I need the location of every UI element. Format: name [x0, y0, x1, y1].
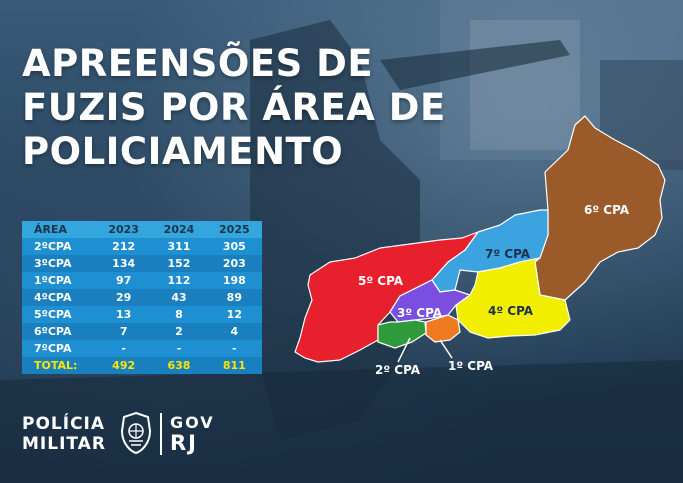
value-2025: 12 — [226, 308, 242, 321]
region-1-cpa — [425, 314, 461, 343]
table-row: 6ºCPA 7 2 4 — [22, 323, 262, 340]
column-header-2023: 2023 — [108, 223, 139, 236]
total-2024: 638 — [167, 359, 191, 372]
value-2024: 112 — [167, 274, 191, 287]
column-header-2025: 2025 — [219, 223, 250, 236]
label-3-cpa: 3º CPA — [397, 306, 443, 320]
table-header-row: ÁREA 2023 2024 2025 — [22, 221, 262, 238]
value-2024: - — [176, 342, 182, 355]
logo-text-policia: POLÍCIA — [22, 414, 106, 434]
table-row: 1ºCPA 97 112 198 — [22, 272, 262, 289]
row-area: 6ºCPA — [34, 325, 72, 338]
row-area: 4ºCPA — [34, 291, 72, 304]
title-line-1: APREENSÕES DE — [22, 42, 374, 85]
total-2023: 492 — [112, 359, 136, 372]
title-line-2: FUZIS POR ÁREA DE — [22, 86, 446, 129]
label-7-cpa: 7º CPA — [485, 247, 531, 261]
value-2025: 203 — [222, 257, 246, 270]
value-2023: 97 — [116, 274, 132, 287]
region-2-cpa — [377, 319, 427, 349]
value-2024: 2 — [175, 325, 183, 338]
value-2023: 134 — [112, 257, 136, 270]
row-area: 3ºCPA — [34, 257, 72, 270]
logo-text-gov: GOV — [170, 413, 215, 432]
value-2025: 198 — [222, 274, 246, 287]
logo-text-rj: RJ — [170, 431, 198, 455]
row-area: 7ºCPA — [34, 342, 72, 355]
seizures-table: ÁREA 2023 2024 2025 2ºCPA 212 311 305 3º… — [22, 221, 262, 374]
value-2025: 305 — [222, 240, 246, 253]
column-header-2024: 2024 — [163, 223, 195, 236]
label-5-cpa: 5º CPA — [358, 274, 404, 288]
row-area: 2ºCPA — [34, 240, 72, 253]
page-title: APREENSÕES DE FUZIS POR ÁREA DE POLICIAM… — [22, 42, 446, 174]
label-1-cpa: 1º CPA — [448, 359, 494, 373]
row-area: 1ºCPA — [34, 274, 72, 287]
label-2-cpa: 2º CPA — [375, 363, 421, 377]
value-2024: 43 — [171, 291, 187, 304]
leader-line-2-cpa — [397, 337, 411, 363]
cpa-region-map: 6º CPA 7º CPA 5º CPA 4º CPA 3º CPA 2º CP… — [294, 115, 666, 377]
logo-divider — [160, 413, 162, 455]
title-line-3: POLICIAMENTO — [22, 130, 344, 173]
label-4-cpa: 4º CPA — [488, 304, 534, 318]
total-label: TOTAL: — [34, 359, 78, 372]
table-row: 5ºCPA 13 8 12 — [22, 306, 262, 323]
value-2025: - — [232, 342, 237, 355]
label-6-cpa: 6º CPA — [584, 203, 630, 217]
crest-icon — [120, 411, 152, 455]
value-2023: 7 — [119, 325, 128, 338]
leader-line-1-cpa — [439, 339, 453, 359]
table-row: 4ºCPA 29 43 89 — [22, 289, 262, 306]
value-2024: 311 — [167, 240, 191, 253]
value-2023: - — [121, 342, 126, 355]
table-total-row: TOTAL: 492 638 811 — [22, 357, 262, 374]
column-header-area: ÁREA — [34, 223, 68, 236]
value-2023: 29 — [116, 291, 132, 304]
value-2025: 4 — [230, 325, 239, 338]
row-area: 5ºCPA — [34, 308, 72, 321]
table-row: 7ºCPA - - - — [22, 340, 262, 357]
gov-rj-logo: GOV RJ — [170, 413, 215, 455]
value-2023: 13 — [116, 308, 132, 321]
value-2024: 152 — [167, 257, 191, 270]
policia-militar-logo: POLÍCIA MILITAR — [22, 414, 106, 454]
logo-text-militar: MILITAR — [22, 434, 106, 454]
value-2023: 212 — [112, 240, 136, 253]
total-2025: 811 — [222, 359, 246, 372]
value-2025: 89 — [226, 291, 242, 304]
table-row: 3ºCPA 134 152 203 — [22, 255, 262, 272]
table-row: 2ºCPA 212 311 305 — [22, 238, 262, 255]
value-2024: 8 — [175, 308, 183, 321]
